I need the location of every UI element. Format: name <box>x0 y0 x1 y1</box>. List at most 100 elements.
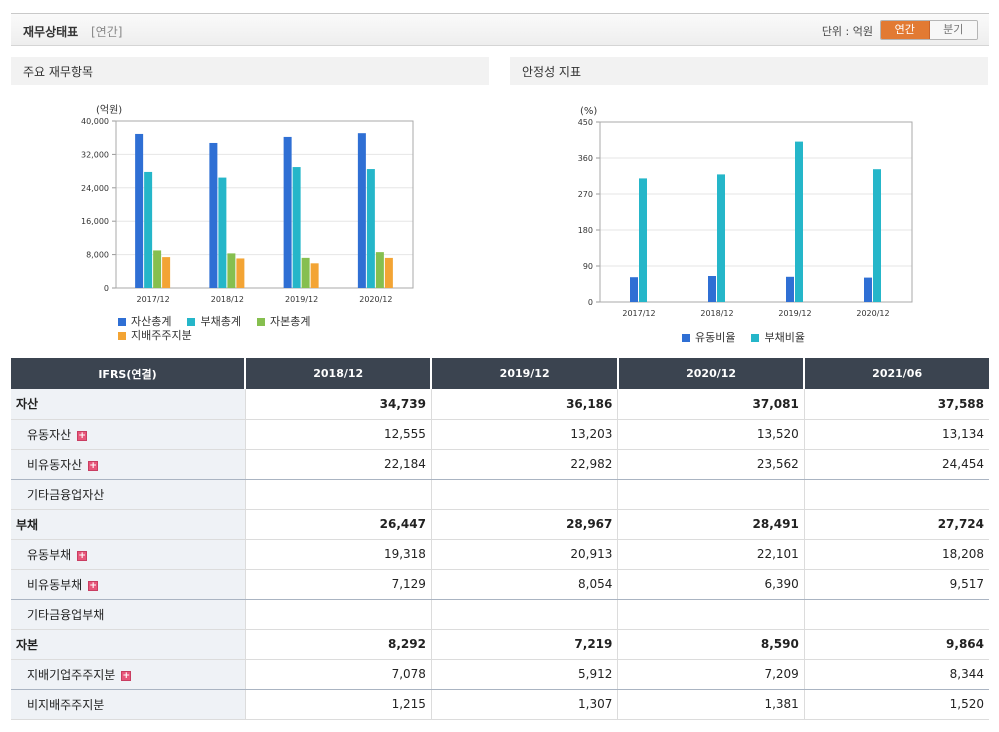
table-row: 부채 26,447 28,967 28,491 27,724 <box>11 509 989 540</box>
bar-4[interactable] <box>162 257 171 288</box>
expand-plus-icon[interactable]: + <box>77 550 88 561</box>
bar-1[interactable] <box>786 276 794 302</box>
value-cell: 1,307 <box>430 689 618 720</box>
bar-1[interactable] <box>864 277 872 302</box>
stability-legend: 유동비율 부채비율 <box>682 329 882 345</box>
row-label: 자본 <box>16 637 39 652</box>
bar-4[interactable] <box>384 257 393 288</box>
bar-2[interactable] <box>795 141 803 302</box>
bar-2[interactable] <box>717 174 725 302</box>
row-label: 유동자산 <box>27 427 72 442</box>
expand-plus-icon[interactable]: + <box>121 670 132 681</box>
legend-item[interactable]: 부채총계 <box>187 315 241 329</box>
value-cell <box>617 599 805 630</box>
value-cell: 34,739 <box>244 389 432 420</box>
period-toggle: 연간 분기 <box>880 20 978 40</box>
expand-plus-icon[interactable]: + <box>77 430 88 441</box>
bar-3[interactable] <box>227 253 236 288</box>
y-tick-label: 450 <box>578 118 593 127</box>
bar-1[interactable] <box>135 133 144 288</box>
unit-label: 단위 : 억원 <box>821 25 873 38</box>
value-cell <box>244 599 432 630</box>
bar-2[interactable] <box>144 171 153 288</box>
value-cell: 22,101 <box>617 539 805 570</box>
x-tick-label: 2018/12 <box>211 295 244 304</box>
bar-1[interactable] <box>283 136 292 288</box>
legend-item[interactable]: 자산총계 <box>118 315 171 329</box>
value-cell <box>430 479 618 510</box>
y-tick-label: 24,000 <box>81 184 109 193</box>
row-label: 자산 <box>16 397 39 412</box>
bar-1[interactable] <box>209 142 218 288</box>
bar-1[interactable] <box>357 133 366 288</box>
bar-3[interactable] <box>153 250 162 288</box>
legend-item[interactable]: 유동비율 <box>682 329 735 345</box>
legend-label: 부채총계 <box>200 315 241 328</box>
value-cell: 1,215 <box>244 689 432 720</box>
x-tick-label: 2017/12 <box>137 295 170 304</box>
annual-toggle-button[interactable]: 연간 <box>881 21 930 39</box>
row-label: 비유동부채 <box>27 577 83 592</box>
bar-3[interactable] <box>375 252 384 288</box>
legend-swatch-icon <box>751 334 760 342</box>
y-tick-label: 16,000 <box>81 217 109 226</box>
y-tick-label: 180 <box>578 226 593 235</box>
column-header: IFRS(연결) <box>11 358 245 389</box>
table-row: 자본 8,292 7,219 8,590 9,864 <box>11 629 989 660</box>
table-row: 유동부채 +19,318 20,913 22,101 18,208 <box>11 539 989 570</box>
legend-swatch-icon <box>118 318 126 326</box>
bar-2[interactable] <box>218 177 227 288</box>
quarterly-toggle-button[interactable]: 분기 <box>929 21 977 39</box>
y-tick-label: 40,000 <box>81 117 109 126</box>
table-row: 자산 34,739 36,186 37,081 37,588 <box>11 389 989 420</box>
value-cell: 22,184 <box>244 449 432 480</box>
legend-item[interactable]: 부채비율 <box>751 329 805 345</box>
row-label: 유동부채 <box>27 547 72 562</box>
bar-4[interactable] <box>310 263 319 288</box>
value-cell: 28,967 <box>430 509 618 540</box>
row-label: 지배기업주주지분 <box>27 667 116 682</box>
value-cell: 26,447 <box>244 509 432 540</box>
legend-swatch-icon <box>682 334 690 342</box>
bar-1[interactable] <box>708 276 716 302</box>
row-label: 비지배주주지분 <box>27 697 105 712</box>
value-cell: 8,054 <box>430 569 618 600</box>
legend-item[interactable]: 자본총계 <box>256 315 310 329</box>
row-label-cell: 자본 <box>11 629 245 660</box>
row-label: 비유동자산 <box>27 457 83 472</box>
value-cell: 7,219 <box>430 629 618 660</box>
y-tick-label: 0 <box>588 298 593 307</box>
bar-2[interactable] <box>292 167 301 288</box>
x-tick-label: 2017/12 <box>622 309 655 318</box>
table-row: 비유동자산 +22,184 22,982 23,562 24,454 <box>11 449 989 480</box>
y-tick-label: 360 <box>578 154 593 163</box>
value-cell <box>803 479 989 510</box>
x-tick-label: 2020/12 <box>856 309 889 318</box>
bar-2[interactable] <box>873 169 881 302</box>
value-cell: 8,344 <box>803 659 989 690</box>
value-cell: 7,078 <box>244 659 432 690</box>
value-cell: 12,555 <box>244 419 432 450</box>
legend-swatch-icon <box>118 332 126 340</box>
bar-4[interactable] <box>236 258 245 288</box>
value-cell <box>430 599 618 630</box>
expand-plus-icon[interactable]: + <box>88 580 99 591</box>
bar-2[interactable] <box>639 178 647 302</box>
expand-plus-icon[interactable]: + <box>88 460 99 471</box>
legend-label: 유동비율 <box>695 331 736 344</box>
table-row: 지배기업주주지분 +7,078 5,912 7,209 8,344 <box>11 659 989 690</box>
value-cell: 37,081 <box>617 389 805 420</box>
value-cell: 37,588 <box>803 389 989 420</box>
column-header: 2020/12 <box>616 358 805 389</box>
row-label-cell: 기타금융업부채 <box>11 599 245 630</box>
legend-label: 지배주주지분 <box>131 329 192 342</box>
bar-2[interactable] <box>366 169 375 288</box>
value-cell: 13,520 <box>617 419 805 450</box>
balance-sheet-table: IFRS(연결) 2018/12 2019/12 2020/12 2021/06… <box>11 358 989 720</box>
bar-3[interactable] <box>301 257 310 288</box>
row-label: 기타금융업부채 <box>27 607 105 622</box>
bar-1[interactable] <box>630 277 638 302</box>
legend-item[interactable]: 지배주주지분 <box>118 329 192 343</box>
value-cell: 6,390 <box>617 569 805 600</box>
row-label: 기타금융업자산 <box>27 487 105 502</box>
